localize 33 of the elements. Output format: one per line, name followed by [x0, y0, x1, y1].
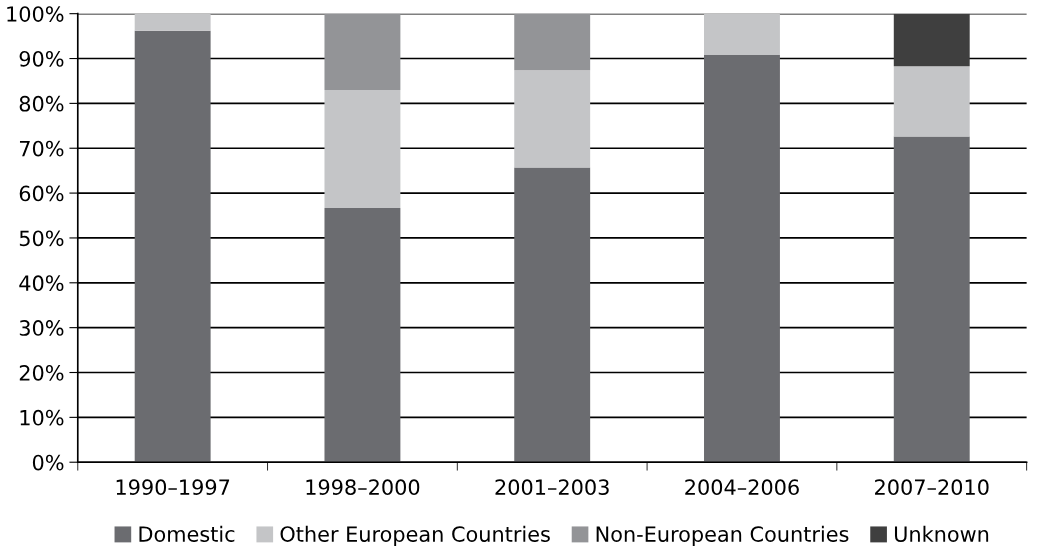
x-tick-label: 2007–2010 — [875, 479, 989, 496]
bar — [893, 136, 970, 463]
y-tick-label: 20% — [19, 364, 64, 381]
bar — [134, 13, 211, 31]
legend-label: Non-European Countries — [596, 525, 849, 546]
bar — [514, 13, 591, 71]
y-tick-label: 50% — [19, 230, 64, 247]
y-tick-label: 60% — [19, 185, 64, 202]
bar — [134, 30, 211, 463]
legend-label: Other European Countries — [280, 525, 550, 546]
bar — [893, 13, 970, 67]
x-tick-label: 2004–2006 — [685, 479, 799, 496]
x-tick-label: 1998–2000 — [306, 479, 420, 496]
y-tick-label: 10% — [20, 409, 64, 426]
bar — [324, 89, 401, 208]
y-tick-label: 30% — [19, 320, 64, 336]
y-tick-label: 90% — [19, 50, 64, 67]
x-tick-label: 1990–1997 — [116, 479, 230, 496]
bar — [704, 54, 780, 463]
legend-label: Domestic — [139, 525, 235, 542]
y-tick-label: 80% — [19, 95, 64, 112]
y-tick-label: 40% — [19, 275, 64, 292]
bar — [324, 207, 401, 463]
bar — [704, 13, 780, 55]
bar — [324, 13, 401, 90]
y-tick-label: 100% — [7, 6, 64, 22]
legend-label: Unknown — [894, 525, 989, 542]
y-tick-label: 0% — [32, 454, 64, 471]
y-tick-label: 70% — [19, 140, 64, 157]
bar — [893, 66, 970, 137]
bar — [514, 167, 591, 463]
x-tick-label: 2001–2003 — [495, 479, 609, 496]
bar — [514, 70, 591, 168]
